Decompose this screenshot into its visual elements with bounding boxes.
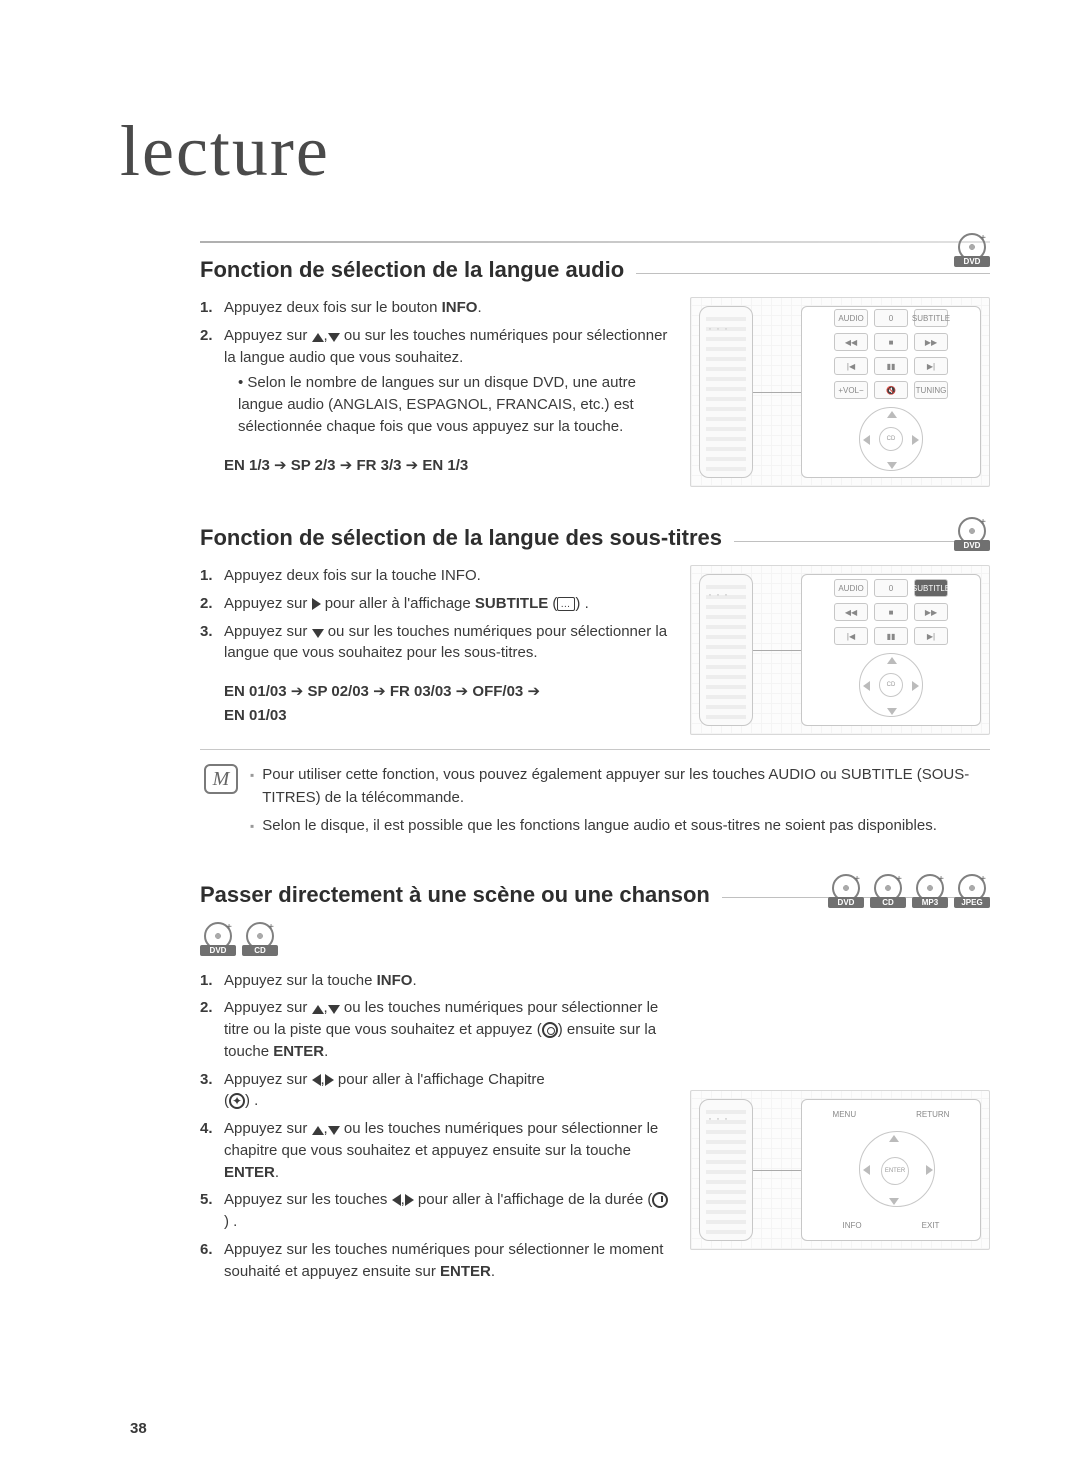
left-icon	[392, 1194, 401, 1206]
note-box: M Pour utiliser cette fonction, vous pou…	[200, 764, 990, 844]
disc-badges: +DVD	[954, 517, 990, 551]
right-icon	[312, 598, 321, 610]
section-line	[636, 273, 990, 274]
step-3: 3. Appuyez sur , pour aller à l'affichag…	[200, 1069, 670, 1113]
clock-glyph-icon	[652, 1192, 668, 1208]
step-4: 4. Appuyez sur , ou les touches numériqu…	[200, 1118, 670, 1183]
sequence: EN 1/3SP 2/3FR 3/3EN 1/3	[224, 454, 670, 478]
remote-full-icon	[699, 306, 753, 478]
divider	[200, 749, 990, 750]
down-icon	[328, 333, 340, 342]
title-glyph-icon	[542, 1022, 558, 1038]
remote-full-icon	[699, 574, 753, 726]
remote-diagram: AUDIO0SUBTITLE ◀◀■▶▶ |◀▮▮▶| +VOL−🔇TUNING…	[690, 297, 990, 487]
disc-badges: +DVD	[954, 233, 990, 267]
section-audio-language: +DVD Fonction de sélection de la langue …	[200, 241, 990, 487]
disc-badge-dvd: +DVD	[954, 233, 990, 267]
disc-badge-dvd: +DVD	[954, 517, 990, 551]
remote-zoom: MENURETURN ENTER INFOEXIT	[801, 1099, 981, 1241]
remote-diagram: AUDIO0SUBTITLE ◀◀■▶▶ |◀▮▮▶| CD	[690, 565, 990, 735]
section-direct-scene: +DVD +CD +MP3 +JPEG Passer directement à…	[200, 882, 990, 1289]
section-subtitle-language: +DVD Fonction de sélection de la langue …	[200, 525, 990, 844]
disc-badge-cd: +CD	[870, 874, 906, 908]
section-title: Fonction de sélection de la langue audio	[200, 257, 624, 283]
step-1: 1.Appuyez deux fois sur la touche INFO.	[200, 565, 670, 587]
dpad-icon: CD	[841, 651, 941, 721]
step-list: 1.Appuyez deux fois sur la touche INFO. …	[200, 565, 670, 664]
down-icon	[312, 629, 324, 638]
right-icon	[325, 1074, 334, 1086]
disc-badge-cd: +CD	[242, 922, 278, 956]
step-1: 1. Appuyez deux fois sur le bouton INFO.	[200, 297, 670, 319]
step-1: 1. Appuyez sur la touche INFO.	[200, 970, 670, 992]
section-line	[734, 541, 990, 542]
chapter-glyph-icon	[229, 1093, 245, 1109]
remote-full-icon	[699, 1099, 753, 1241]
callout-line	[753, 650, 801, 651]
up-icon	[312, 333, 324, 342]
callout-line	[753, 392, 801, 393]
remote-diagram: MENURETURN ENTER INFOEXIT	[690, 1090, 990, 1250]
up-icon	[312, 1126, 324, 1135]
right-icon	[405, 1194, 414, 1206]
disc-badge-mp3: +MP3	[912, 874, 948, 908]
disc-badges: +DVD +CD +MP3 +JPEG	[828, 874, 990, 908]
step-3: 3. Appuyez sur ou sur les touches numéri…	[200, 621, 670, 665]
chapter-title: lecture	[120, 110, 990, 193]
sub-bullet: Selon le nombre de langues sur un disque…	[224, 372, 670, 437]
disc-badge-jpeg: +JPEG	[954, 874, 990, 908]
down-icon	[328, 1005, 340, 1014]
section-title: Fonction de sélection de la langue des s…	[200, 525, 722, 551]
step-2: 2. Appuyez sur , ou les touches numériqu…	[200, 997, 670, 1062]
down-icon	[328, 1126, 340, 1135]
section-title: Passer directement à une scène ou une ch…	[200, 882, 710, 908]
step-5: 5. Appuyez sur les touches , pour aller …	[200, 1189, 670, 1233]
dpad-icon: CD	[841, 405, 941, 475]
sequence: EN 01/03SP 02/03FR 03/03OFF/03 EN 01/03	[224, 680, 670, 728]
note-item: Pour utiliser cette fonction, vous pouve…	[250, 764, 986, 809]
up-icon	[312, 1005, 324, 1014]
step-list: 1. Appuyez deux fois sur le bouton INFO.…	[200, 297, 670, 438]
note-item: Selon le disque, il est possible que les…	[250, 815, 986, 838]
section-topbar	[200, 241, 990, 243]
disc-badges-inline: +DVD +CD	[200, 922, 990, 956]
left-icon	[312, 1074, 321, 1086]
dpad-icon: ENTER	[831, 1125, 951, 1215]
step-2: 2. Appuyez sur , ou sur les touches numé…	[200, 325, 670, 438]
page-number: 38	[130, 1420, 147, 1437]
remote-zoom: AUDIO0SUBTITLE ◀◀■▶▶ |◀▮▮▶| CD	[801, 574, 981, 726]
remote-zoom: AUDIO0SUBTITLE ◀◀■▶▶ |◀▮▮▶| +VOL−🔇TUNING…	[801, 306, 981, 478]
subtitle-glyph-icon	[557, 597, 575, 611]
disc-badge-dvd: +DVD	[828, 874, 864, 908]
step-6: 6. Appuyez sur les touches numériques po…	[200, 1239, 670, 1283]
callout-line	[753, 1170, 801, 1171]
disc-badge-dvd: +DVD	[200, 922, 236, 956]
note-icon: M	[204, 764, 238, 794]
step-2: 2. Appuyez sur pour aller à l'affichage …	[200, 593, 670, 615]
step-list: 1. Appuyez sur la touche INFO. 2. Appuye…	[200, 970, 670, 1283]
